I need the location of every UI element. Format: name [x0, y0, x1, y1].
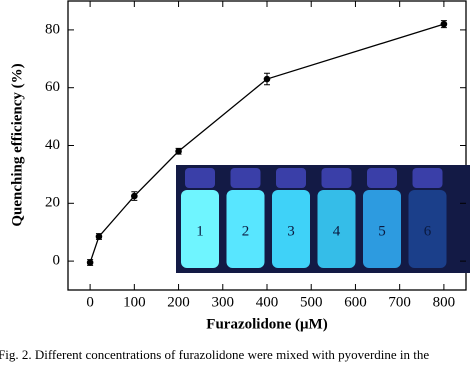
x-tick-label: 700 — [388, 294, 411, 310]
vial-body — [226, 190, 265, 268]
y-tick-label: 80 — [45, 21, 60, 37]
vial-number: 5 — [378, 223, 386, 239]
x-tick-label: 200 — [167, 294, 190, 310]
x-axis-label: Furazolidone (μM) — [206, 316, 327, 332]
vial-number: 4 — [333, 223, 341, 239]
data-point — [263, 75, 271, 83]
data-point — [175, 147, 182, 155]
vial-cap — [412, 168, 443, 188]
vial-body — [363, 190, 401, 268]
vial-body — [408, 190, 447, 268]
vial-number: 6 — [424, 223, 432, 239]
vial-number: 1 — [196, 223, 204, 239]
vial-body — [181, 190, 219, 268]
vial-cap — [321, 168, 352, 188]
y-tick-label: 0 — [53, 253, 61, 269]
x-tick-label: 400 — [256, 294, 279, 310]
vial-cap — [230, 168, 261, 188]
y-tick-label: 60 — [45, 79, 60, 95]
vial-number: 2 — [242, 223, 250, 239]
data-point — [440, 20, 448, 28]
x-tick-label: 0 — [86, 294, 94, 310]
x-tick-label: 300 — [212, 294, 235, 310]
vial-cap — [367, 168, 397, 188]
vial-body — [272, 190, 310, 268]
x-tick-label: 100 — [123, 294, 146, 310]
x-tick-label: 500 — [300, 294, 323, 310]
data-point — [131, 192, 138, 200]
data-point — [95, 233, 103, 240]
y-tick-label: 40 — [45, 137, 60, 153]
vial-body — [317, 190, 356, 268]
inset-photo: 1 2 3 4 5 6 — [176, 165, 470, 273]
x-tick-label: 600 — [344, 294, 367, 310]
x-tick-label: 800 — [433, 294, 456, 310]
data-line — [89, 23, 445, 263]
vial-number: 3 — [287, 223, 295, 239]
vial-cap — [276, 168, 306, 188]
data-point — [86, 259, 94, 266]
caption: Fig. 2. Different concentrations of fura… — [0, 347, 429, 362]
y-axis-label: Quenching efficiency (%) — [9, 63, 25, 226]
y-tick-label: 20 — [45, 195, 60, 211]
vial-cap — [185, 168, 215, 188]
